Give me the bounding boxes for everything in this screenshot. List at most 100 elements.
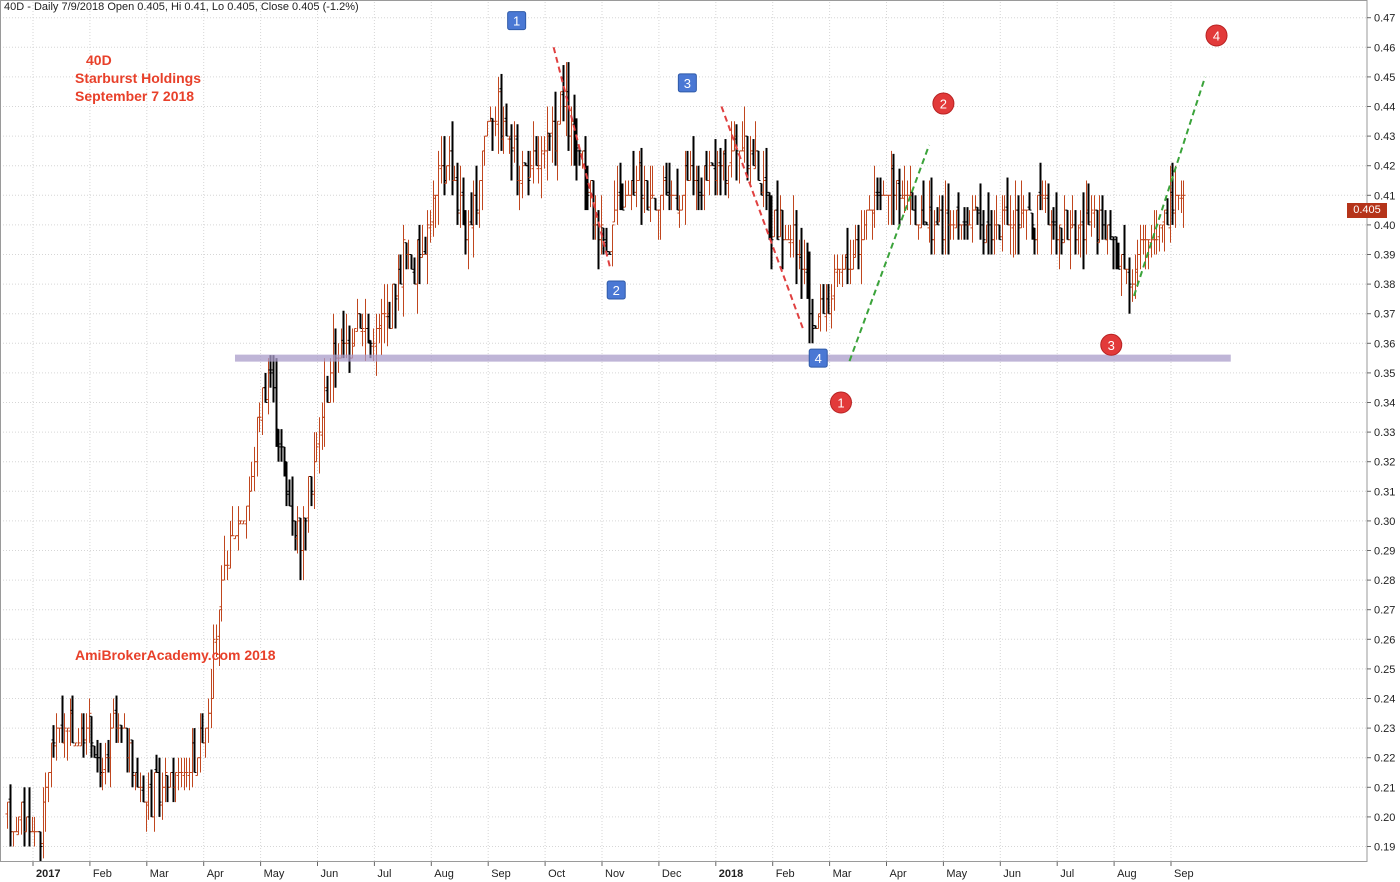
ohlc-bar [295,506,300,554]
ohlc-bar [886,194,891,225]
ohlc-bar [528,150,533,179]
y-tick-label: 0.36 [1374,338,1395,350]
ohlc-bar [1030,212,1035,240]
circle-marker-dot [1205,24,1228,47]
ohlc-bar [645,180,650,211]
ohlc-bar [360,313,365,347]
chart-grid [0,2,1367,862]
ohlc-bar [591,180,596,240]
ohlc-bar [1016,195,1021,255]
ohlc-bar [89,715,94,758]
circle-marker-dot [1100,333,1123,356]
ohlc-bar [699,177,704,211]
ohlc-bar [642,165,647,214]
ohlc-bar [187,757,192,791]
ohlc-bar [975,206,980,225]
ohlc-bar [62,713,67,758]
ohlc-bar [412,257,417,285]
square-marker-box [507,11,527,31]
ohlc-bar [450,121,455,196]
ohlc-bar [287,479,292,507]
ohlc-bar [480,150,485,211]
ohlc-bar [284,461,289,507]
ohlc-bar [114,695,119,743]
ohlc-bar [163,757,168,803]
ohlc-bar [962,207,967,240]
ohlc-bar [872,165,877,228]
ohlc-bar [553,91,558,166]
ohlc-bar [176,757,181,791]
ohlc-bar [469,192,474,226]
circle-marker-label: 2 [940,97,947,112]
watermark-label: AmiBrokerAcademy.com 2018 [75,647,276,663]
ohlc-bar [184,757,189,788]
y-tick-label: 0.42 [1374,161,1395,173]
ohlc-bar [1130,269,1135,302]
ohlc-bar [173,772,178,803]
ohlc-bar [1135,239,1140,288]
ohlc-bar [92,745,97,759]
ohlc-bar [710,162,715,167]
ohlc-bar [211,624,216,699]
ohlc-bar [791,195,796,258]
ohlc-bar [965,207,970,240]
ohlc-bar [122,713,127,729]
ohlc-bar [1038,162,1043,211]
ohlc-bar [929,177,934,255]
y-tick-label: 0.43 [1374,131,1395,143]
ohlc-bar [255,416,260,477]
ohlc-bar [485,120,490,137]
ohlc-bar [214,624,219,658]
ohlc-bar [639,147,644,225]
ohlc-bar [420,224,425,258]
ohlc-bar [1027,192,1032,211]
ohlc-bar [634,165,639,208]
ohlc-bar [303,517,308,551]
ohlc-bar [840,254,845,288]
ohlc-bar [103,742,108,785]
ohlc-bar [382,284,387,344]
ohlc-bar [615,165,620,225]
x-tick-label: May [264,868,285,880]
ohlc-bar [317,417,322,474]
ohlc-bar [363,298,368,362]
ohlc-bar [1157,224,1162,252]
ohlc-bar [179,757,184,788]
wave-circle-marker: 4 [1205,24,1228,47]
ohlc-bar [550,106,555,163]
ohlc-bar [1162,209,1167,252]
ohlc-bar [1035,194,1040,255]
wave-circle-marker: 1 [829,391,852,414]
ohlc-bar [401,224,406,317]
ohlc-bar [1138,224,1143,270]
ohlc-bar [466,210,471,270]
ohlc-bar [1179,180,1184,214]
ohlc-bar [561,65,566,122]
ohlc-bar [837,268,842,285]
ohlc-bar [260,387,265,436]
ohlc-bar [539,136,544,199]
ohlc-bar [1011,210,1016,258]
square-marker-box [606,280,626,300]
ohlc-bar [981,210,986,255]
ohlc-bar [794,210,799,285]
ohlc-bar [680,194,685,211]
y-tick-label: 0.23 [1374,723,1395,735]
ohlc-bar [5,801,10,829]
ohlc-bar [1149,224,1154,258]
uptrend-line [848,144,931,362]
ohlc-bar [247,476,252,521]
ohlc-bar [599,195,604,255]
ohlc-bar [675,168,680,211]
ohlc-bar [1170,162,1175,225]
ohlc-bar [1057,224,1062,270]
ohlc-bar [238,520,243,525]
ohlc-bar [515,124,520,196]
ohlc-bar [1103,210,1108,241]
square-marker-box [808,348,828,368]
ohlc-bar [1095,209,1100,255]
ohlc-bar [306,476,311,533]
y-tick-label: 0.40 [1374,220,1395,232]
square-marker-label: 3 [684,76,691,91]
